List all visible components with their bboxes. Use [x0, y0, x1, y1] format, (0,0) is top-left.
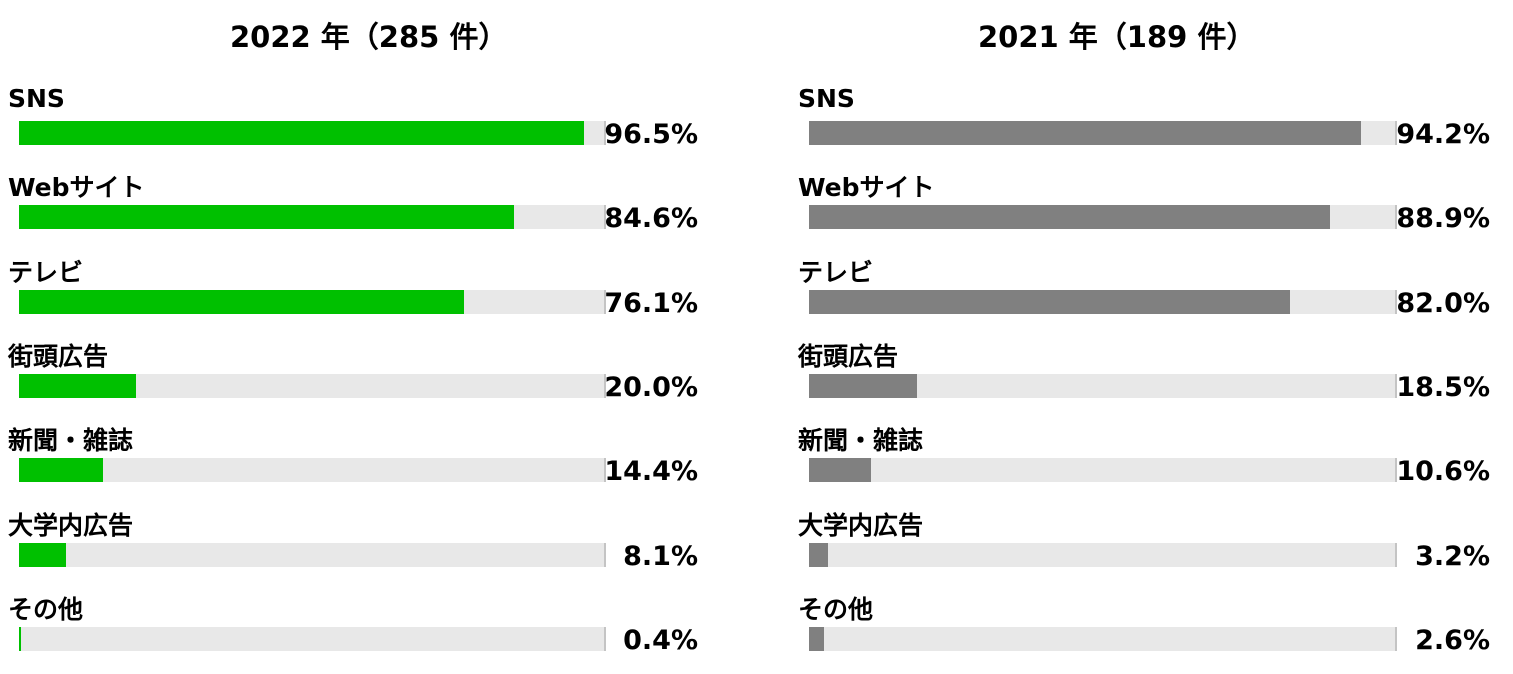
value-label: 84.6% — [604, 203, 698, 235]
category-label: 街頭広告 — [798, 341, 899, 371]
bar-track — [19, 373, 606, 398]
value-label: 20.0% — [604, 371, 698, 403]
value-label: 2.6% — [1415, 624, 1490, 656]
value-label: 0.4% — [623, 624, 698, 656]
bar-row: 新聞・雑誌 10.6% — [790, 421, 1513, 505]
value-label: 96.5% — [604, 119, 698, 150]
bar-row: Webサイト 84.6% — [0, 168, 740, 252]
value-label: 18.5% — [1396, 371, 1490, 403]
category-label: 街頭広告 — [8, 341, 109, 371]
bar — [19, 373, 136, 398]
category-label: SNS — [798, 84, 855, 113]
bar-track — [19, 626, 606, 651]
chart-2021: 2021 年（189 件） SNS 94.2% Webサイト 88.9% テレビ 82.0… — [790, 0, 1513, 669]
bar-row: 大学内広告 3.2% — [790, 506, 1513, 590]
value-label: 14.4% — [604, 456, 698, 488]
bar — [19, 205, 514, 230]
bar-track — [809, 205, 1397, 230]
category-label: 新聞・雑誌 — [798, 426, 924, 456]
value-label: 94.2% — [1396, 119, 1490, 150]
bar — [19, 626, 22, 651]
category-label: その他 — [798, 594, 874, 624]
category-label: Webサイト — [798, 173, 935, 203]
category-label: Webサイト — [8, 173, 145, 203]
bar-track — [809, 626, 1397, 651]
value-label: 3.2% — [1415, 540, 1490, 572]
bar — [809, 121, 1361, 145]
chart-2022: 2022 年（285 件） SNS 96.5% Webサイト 84.6% テレビ 76.1… — [0, 0, 740, 669]
category-label: SNS — [8, 84, 65, 113]
bar — [19, 458, 104, 483]
chart-title: 2021 年（189 件） — [978, 20, 1256, 54]
value-label: 8.1% — [623, 540, 698, 572]
bar — [19, 121, 584, 145]
bar-row: SNS 96.5% — [0, 84, 740, 168]
value-label: 82.0% — [1396, 287, 1490, 319]
bar — [809, 205, 1330, 230]
bar — [809, 289, 1290, 314]
category-label: 大学内広告 — [8, 510, 134, 540]
bar-row: その他 2.6% — [790, 590, 1513, 674]
bar-row: SNS 94.2% — [790, 84, 1513, 168]
bar — [809, 458, 872, 483]
bar-row: 街頭広告 18.5% — [790, 337, 1513, 421]
bar-track — [19, 542, 606, 567]
category-label: テレビ — [798, 257, 874, 287]
bar-row: Webサイト 88.9% — [790, 168, 1513, 252]
value-label: 10.6% — [1396, 456, 1490, 488]
category-label: その他 — [8, 594, 84, 624]
value-label: 76.1% — [604, 287, 698, 319]
bar-track — [19, 458, 606, 483]
chart-title: 2022 年（285 件） — [230, 20, 508, 54]
bar — [809, 373, 918, 398]
category-label: 新聞・雑誌 — [8, 426, 134, 456]
bar — [809, 626, 825, 651]
bar-row: テレビ 76.1% — [0, 253, 740, 337]
bar-track — [19, 205, 606, 230]
bar-track — [19, 289, 606, 314]
value-label: 88.9% — [1396, 203, 1490, 235]
bar-track — [809, 289, 1397, 314]
bar — [19, 542, 67, 567]
bar-row: 街頭広告 20.0% — [0, 337, 740, 421]
bar — [809, 542, 828, 567]
bar-track — [809, 542, 1397, 567]
bar-row: 大学内広告 8.1% — [0, 506, 740, 590]
bar-track — [809, 458, 1397, 483]
category-label: テレビ — [8, 257, 84, 287]
bar-track — [809, 121, 1397, 145]
bar — [19, 289, 465, 314]
bar-track — [809, 373, 1397, 398]
bar-row: その他 0.4% — [0, 590, 740, 674]
bar-track — [19, 121, 606, 145]
bar-row: 新聞・雑誌 14.4% — [0, 421, 740, 505]
bar-row: テレビ 82.0% — [790, 253, 1513, 337]
category-label: 大学内広告 — [798, 510, 924, 540]
